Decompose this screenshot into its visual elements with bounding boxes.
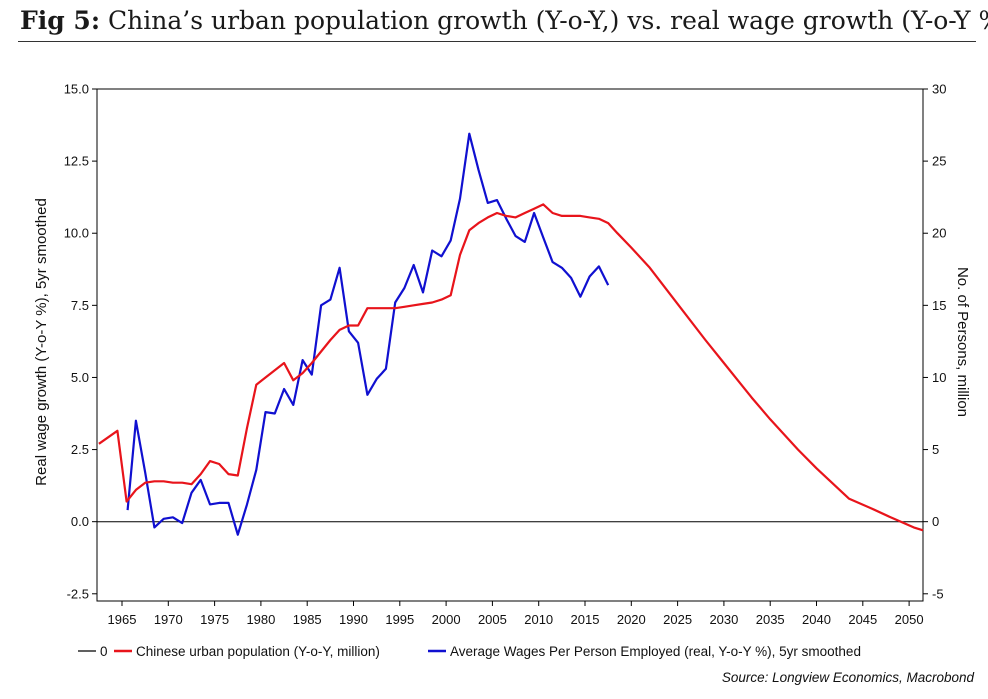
right-y-tick-label: 10 <box>932 370 946 385</box>
x-tick-label: 2025 <box>663 612 692 627</box>
x-axis: 1965 1970 1975 1980 1985 1990 1995 2000 2005 2010… <box>108 601 924 627</box>
series-line-1 <box>126 132 610 536</box>
x-tick-label: 2030 <box>709 612 738 627</box>
legend-label-1: Chinese urban population (Y-o-Y, million… <box>136 644 380 659</box>
plot-frame <box>96 88 924 602</box>
x-tick-label: 2015 <box>571 612 600 627</box>
right-y-tick-label: 25 <box>932 154 946 169</box>
right-y-axis: -5 0 5 10 15 20 25 30 <box>923 82 946 601</box>
x-tick-label: 1995 <box>385 612 414 627</box>
left-y-tick-label: 2.5 <box>71 442 89 457</box>
x-tick-label: 2040 <box>802 612 831 627</box>
right-y-tick-label: 20 <box>932 226 946 241</box>
x-tick-label: 2035 <box>756 612 785 627</box>
left-y-tick-label: 7.5 <box>71 298 89 313</box>
title-rule <box>18 41 976 42</box>
series-line-0 <box>98 203 924 532</box>
left-y-axis: -2.5 0.0 2.5 5.0 7.5 10.0 12.5 15.0 <box>64 82 97 601</box>
x-tick-label: 1985 <box>293 612 322 627</box>
legend-label-0: 0 <box>100 644 108 659</box>
left-y-tick-label: 5.0 <box>71 370 89 385</box>
left-y-tick-label: 0.0 <box>71 514 89 529</box>
x-tick-label: 2005 <box>478 612 507 627</box>
figure-title: Fig 5: China’s urban population growth (… <box>20 6 988 35</box>
right-y-tick-label: 30 <box>932 82 946 97</box>
x-tick-label: 1975 <box>200 612 229 627</box>
x-tick-label: 2050 <box>895 612 924 627</box>
right-y-tick-label: 0 <box>932 514 939 529</box>
x-tick-label: 2020 <box>617 612 646 627</box>
source-note: Source: Longview Economics, Macrobond <box>721 670 974 685</box>
right-y-tick-label: 15 <box>932 298 946 313</box>
left-y-tick-label: 10.0 <box>64 226 89 241</box>
left-y-tick-label: -2.5 <box>67 586 89 601</box>
left-axis-title: Real wage growth (Y-o-Y %), 5yr smoothed <box>33 198 50 486</box>
figure-label: Fig 5: <box>20 6 101 35</box>
right-axis-title: No. of Persons, million <box>954 267 971 417</box>
right-y-tick-label: -5 <box>932 586 944 601</box>
legend-label-2: Average Wages Per Person Employed (real,… <box>450 644 861 659</box>
x-tick-label: 1970 <box>154 612 183 627</box>
left-y-tick-label: 12.5 <box>64 154 89 169</box>
figure-title-text: China’s urban population growth (Y-o-Y,)… <box>108 6 988 35</box>
left-y-tick-label: 15.0 <box>64 82 89 97</box>
x-tick-label: 1990 <box>339 612 368 627</box>
legend: 0 Chinese urban population (Y-o-Y, millio… <box>78 644 861 659</box>
x-tick-label: 2000 <box>432 612 461 627</box>
right-y-tick-label: 5 <box>932 442 939 457</box>
x-tick-label: 1980 <box>246 612 275 627</box>
x-tick-label: 2045 <box>848 612 877 627</box>
x-tick-label: 2010 <box>524 612 553 627</box>
plot-lines <box>97 132 924 536</box>
x-tick-label: 1965 <box>108 612 137 627</box>
